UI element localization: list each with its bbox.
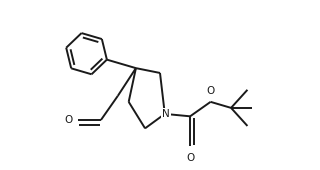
Text: N: N [162, 109, 170, 119]
Text: O: O [186, 154, 194, 164]
Text: O: O [64, 115, 73, 125]
Text: O: O [206, 86, 215, 96]
